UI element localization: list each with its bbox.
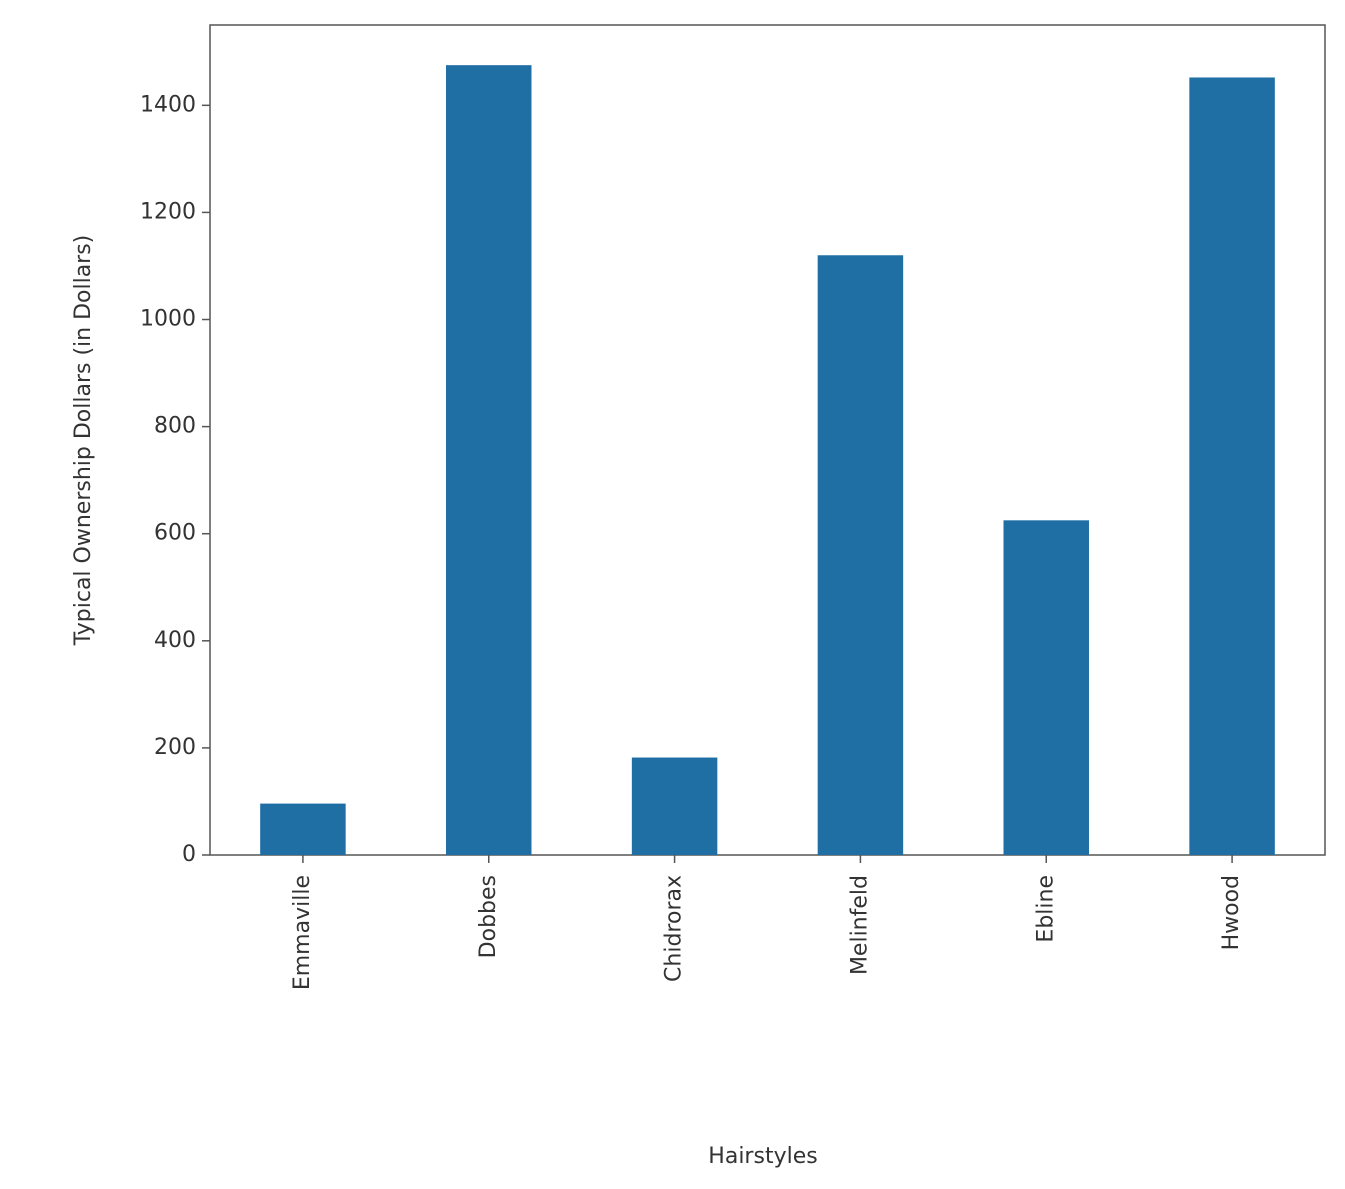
x-tick-label-hwood: Hwood [1219,875,1244,950]
y-axis-label: Typical Ownership Dollars (in Dollars) [71,235,96,647]
y-axis-ticks: 0 200 400 600 800 1000 1200 1400 [140,92,210,867]
y-tick-label: 1000 [140,307,196,332]
bar-melinfeld [817,255,904,856]
x-axis-ticks: Emmaville Dobbes Chidrorax Melinfeld Ebline H… [290,855,1244,990]
x-tick-label-emmaville: Emmaville [290,875,315,990]
y-tick-label: 800 [154,414,196,439]
bar-chidrorax [631,757,718,855]
y-tick-label: 0 [182,842,196,867]
y-tick-label: 600 [154,521,196,546]
x-tick-label-ebline: Ebline [1033,875,1058,943]
y-tick-label: 1200 [140,199,196,224]
bar-ebline [1003,520,1089,855]
x-tick-label-dobbes: Dobbes [476,875,501,958]
bar-dobbes [446,65,532,855]
bars-group [260,65,1275,856]
y-tick-label: 400 [154,628,196,653]
y-tick-label: 200 [154,735,196,760]
bar-emmaville [260,803,346,855]
plot-area-frame [209,24,1326,856]
x-axis-label: Hairstyles [708,1144,817,1169]
x-tick-label-melinfeld: Melinfeld [847,875,872,975]
x-tick-label-chidrorax: Chidrorax [662,875,687,982]
y-tick-label: 1400 [140,92,196,117]
bar-hwood [1189,77,1275,855]
